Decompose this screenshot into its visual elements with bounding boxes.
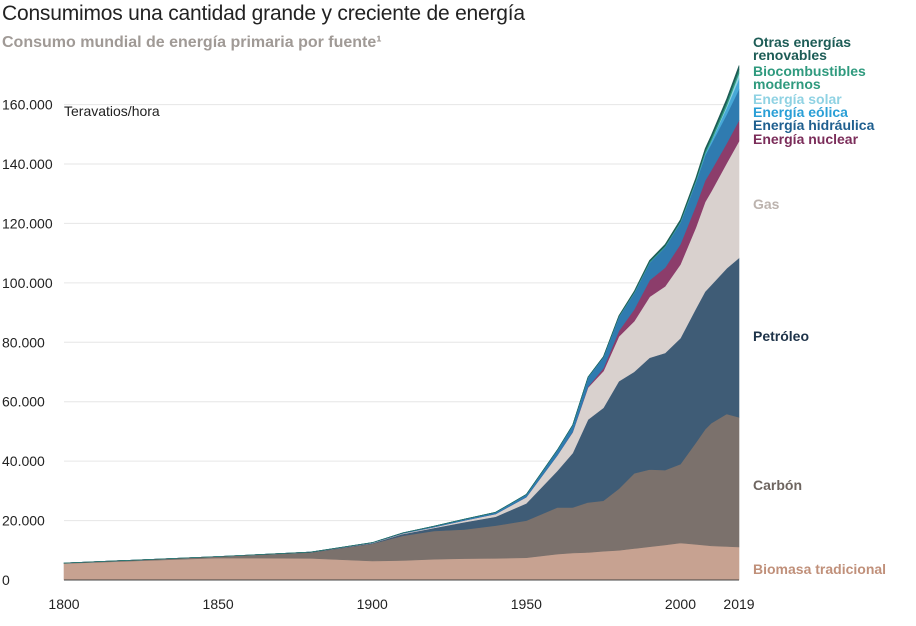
y-tick-label: 60.000 [2, 394, 45, 410]
legend-label: renovables [753, 47, 827, 63]
x-tick-label: 1900 [357, 596, 388, 612]
legend-label: Petróleo [753, 328, 809, 344]
x-tick-label: 2000 [665, 596, 696, 612]
y-axis-ticks: 0 20.000 40.000 60.000 80.000 100.000 120.000 1… [2, 97, 53, 588]
legend-label: Energía solar [753, 91, 842, 107]
y-tick-label: 40.000 [2, 453, 45, 469]
x-tick-label: 2019 [723, 596, 754, 612]
legend-label: Carbón [753, 477, 802, 493]
legend-label: Biomasa tradicional [753, 561, 886, 577]
y-tick-label: 120.000 [2, 215, 53, 231]
legend-label: Energía hidráulica [753, 117, 875, 133]
legend-label: Energía nuclear [753, 131, 859, 147]
chart-title: Consumimos una cantidad grande y crecien… [2, 2, 525, 25]
chart-subtitle: Consumo mundial de energía primaria por … [2, 34, 382, 51]
area-otras-energias-renovables [63, 65, 740, 564]
x-tick-label: 1950 [511, 596, 542, 612]
y-tick-label: 160.000 [2, 97, 53, 113]
y-tick-label: 100.000 [2, 275, 53, 291]
y-tick-label: 20.000 [2, 513, 45, 529]
x-tick-label: 1800 [48, 596, 79, 612]
area-series [63, 65, 740, 581]
legend: Otras energíasrenovablesBiocombustiblesm… [753, 34, 886, 577]
y-tick-label: 80.000 [2, 334, 45, 350]
y-axis-unit-label: Teravatios/hora [64, 103, 160, 119]
legend-label: Otras energías [753, 34, 851, 50]
legend-label: Biocombustibles [753, 63, 866, 79]
legend-label: modernos [753, 76, 821, 92]
y-tick-label: 140.000 [2, 156, 53, 172]
legend-label: Energía eólica [753, 104, 848, 120]
x-axis-ticks: 1800 1850 1900 1950 2000 2019 [48, 596, 754, 612]
y-tick-label: 0 [2, 572, 10, 588]
legend-label: Gas [753, 196, 780, 212]
x-tick-label: 1850 [203, 596, 234, 612]
